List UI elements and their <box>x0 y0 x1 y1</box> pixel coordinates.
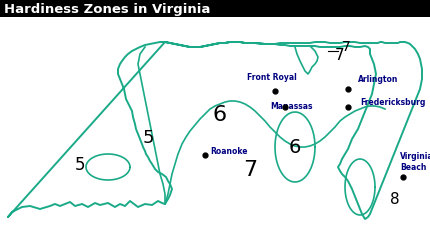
Text: Hardiness Zones in Virginia: Hardiness Zones in Virginia <box>4 3 210 15</box>
Bar <box>0 0 430 18</box>
Text: 7: 7 <box>341 40 350 54</box>
Text: 7: 7 <box>243 159 256 179</box>
Text: Manassas: Manassas <box>269 102 312 111</box>
Text: Fredericksburg: Fredericksburg <box>359 98 424 107</box>
Text: 5: 5 <box>74 155 85 173</box>
Text: Roanoke: Roanoke <box>209 147 247 156</box>
Text: 6: 6 <box>212 105 227 125</box>
Text: 7: 7 <box>335 47 344 62</box>
Text: 6: 6 <box>288 138 301 157</box>
Text: Virginia
Beach: Virginia Beach <box>399 152 430 171</box>
Text: Front Royal: Front Royal <box>246 73 296 82</box>
Text: 5: 5 <box>142 128 154 146</box>
Text: 8: 8 <box>389 192 399 207</box>
Text: Arlington: Arlington <box>357 75 397 84</box>
